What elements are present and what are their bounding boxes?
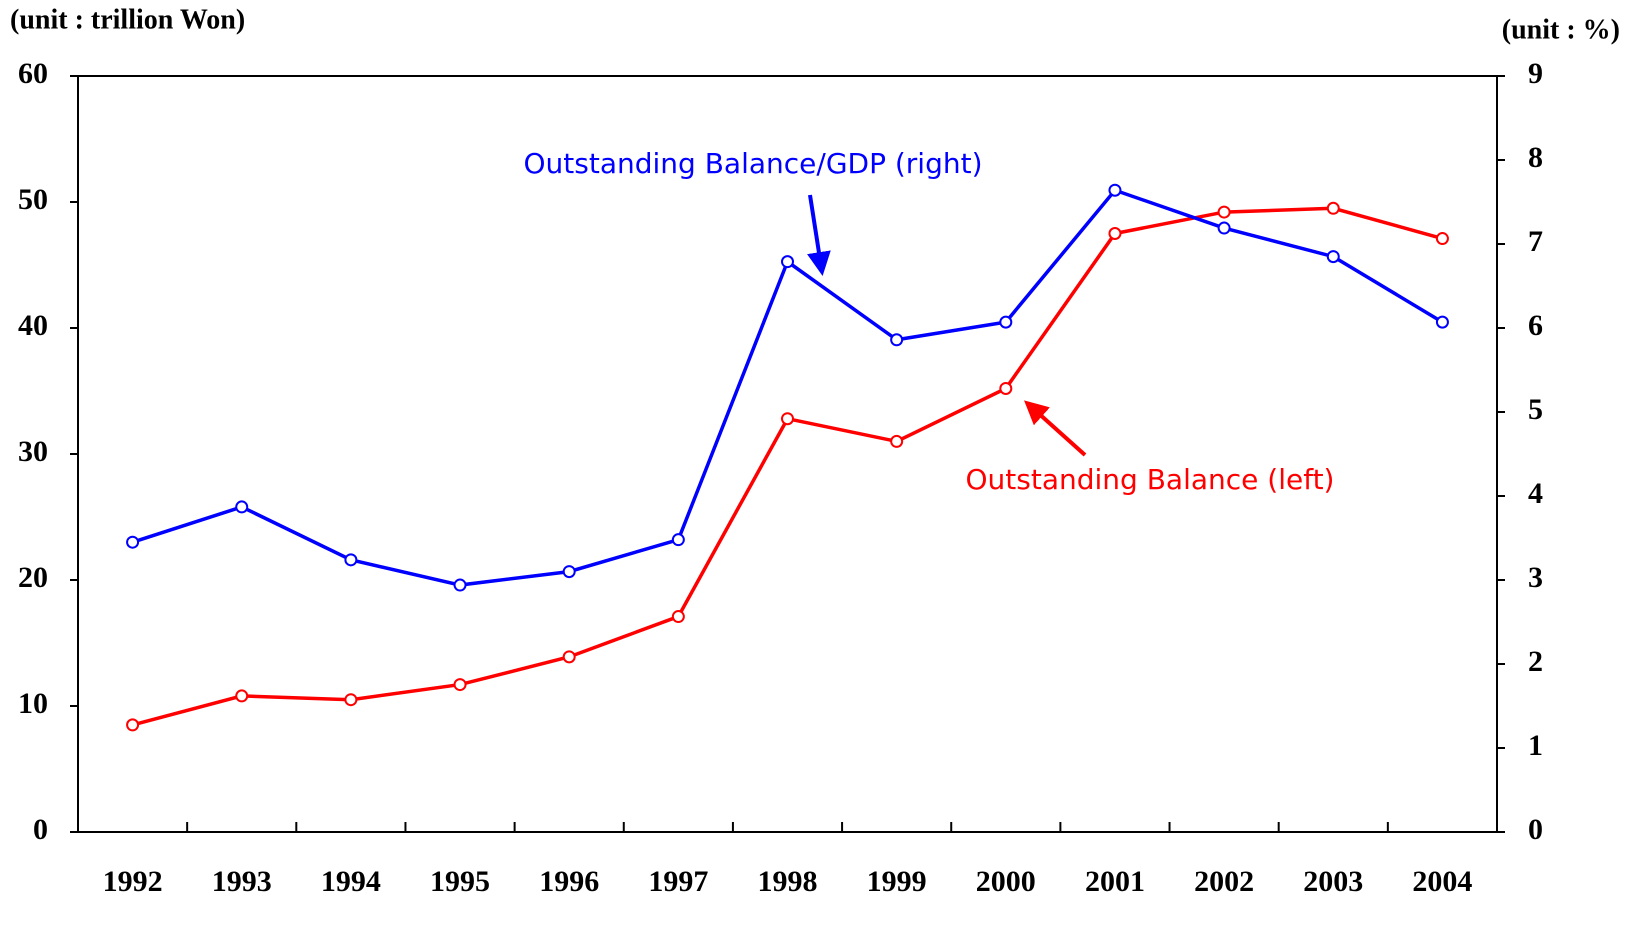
x-tick-label: 1993 [212,865,272,898]
data-point [235,500,249,514]
data-point [781,255,794,269]
y2-tick-label: 6 [1528,309,1543,342]
data-point [126,718,140,732]
data-point [1326,250,1340,264]
x-tick-label: 2002 [1194,865,1254,898]
y-axis-label: (unit : trillion Won) [10,4,245,35]
series-annotation: Outstanding Balance/GDP (right) [524,147,983,180]
data-point [999,315,1013,329]
data-point [344,553,358,567]
y2-axis-label: (unit : %) [1502,14,1620,45]
y-tick-label: 60 [18,57,48,90]
x-tick-label: 1998 [758,865,818,898]
y2-tick-label: 8 [1528,141,1543,174]
x-tick-label: 2003 [1303,865,1363,898]
data-point [1326,201,1340,215]
y-tick-label: 50 [18,183,48,216]
data-point [1108,183,1122,197]
y2-tick-label: 5 [1528,393,1543,426]
x-tick-label: 1996 [539,865,599,898]
data-point [1435,232,1449,246]
y2-tick-label: 0 [1528,813,1543,846]
data-point [235,689,249,703]
data-point [562,650,576,664]
y2-tick-label: 9 [1528,57,1543,90]
data-point [671,610,685,624]
data-point [1217,221,1231,235]
data-point [781,412,794,426]
y2-tick-label: 4 [1528,477,1543,510]
data-point [1435,315,1449,329]
x-tick-label: 2004 [1412,865,1472,898]
data-point [890,333,904,347]
y2-tick-label: 7 [1528,225,1543,258]
x-tick-label: 1992 [103,865,163,898]
x-tick-label: 1994 [321,865,381,898]
x-tick-label: 2001 [1085,865,1145,898]
series-line [132,188,1444,587]
data-point [671,533,685,547]
series-annotation: Outstanding Balance (left) [966,463,1335,496]
data-point [453,678,467,692]
y-tick-label: 20 [18,561,48,594]
y-tick-label: 40 [18,309,48,342]
x-tick-label: 1995 [430,865,490,898]
y2-tick-label: 1 [1528,729,1543,762]
x-tick-label: 2000 [976,865,1036,898]
annotation-arrow [807,194,831,276]
plot-frame [77,75,1498,833]
data-point [344,693,358,707]
y2-tick-label: 2 [1528,645,1543,678]
annotation-arrow [1024,400,1087,457]
data-point [453,578,467,592]
x-tick-label: 1999 [867,865,927,898]
data-point [999,381,1013,395]
y2-tick-label: 3 [1528,561,1543,594]
data-point [1108,227,1122,240]
x-tick-label: 1997 [648,865,708,898]
y-tick-label: 10 [18,687,48,720]
data-point [562,565,576,579]
y-tick-label: 30 [18,435,48,468]
data-point [1217,205,1231,219]
data-point [890,434,904,448]
y-tick-label: 0 [33,813,48,846]
data-point [126,535,140,549]
